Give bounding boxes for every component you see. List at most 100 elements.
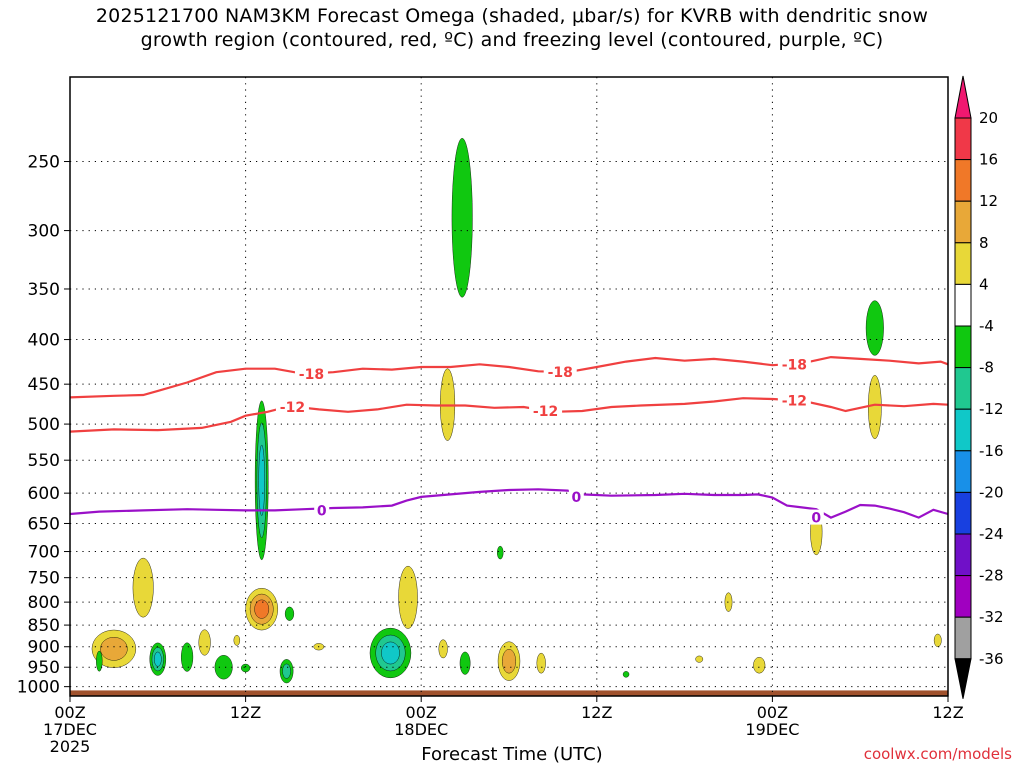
omega-cell <box>451 138 473 298</box>
omega-cell <box>181 642 194 672</box>
omega-cell <box>214 655 233 680</box>
y-tick-label: 400 <box>28 331 60 351</box>
colorbar-swatch <box>954 367 972 410</box>
plot-frame <box>69 76 949 697</box>
colorbar-swatch <box>954 533 972 577</box>
contour-line-group: -12 -12 -12 <box>69 392 949 433</box>
colorbar-swatch <box>954 616 972 660</box>
omega-cell <box>241 663 251 673</box>
omega-cell <box>536 652 546 674</box>
y-tick-label: 300 <box>28 222 60 242</box>
omega-contour-fill <box>622 671 630 678</box>
colorbar-swatch <box>954 242 972 285</box>
omega-contour-fill <box>865 300 884 356</box>
y-tick-label: 700 <box>28 543 60 563</box>
y-tick-label: 550 <box>28 451 60 471</box>
omega-contour-fill <box>241 663 251 673</box>
omega-cell <box>91 629 137 668</box>
y-tick-label: 950 <box>28 658 60 678</box>
omega-cell <box>622 671 630 678</box>
omega-cell <box>497 641 521 681</box>
y-tick-label: 450 <box>28 375 60 395</box>
omega-contour-fill <box>198 629 211 656</box>
contour-label-bg <box>568 488 584 504</box>
contour-label: -12 <box>533 404 558 420</box>
omega-contour-fill <box>536 652 546 674</box>
contour-label-bg <box>808 509 824 525</box>
omega-cell <box>868 375 882 440</box>
omega-contour-fill <box>398 565 418 629</box>
colorbar-label: 8 <box>979 234 989 252</box>
colorbar-label: -8 <box>979 359 994 377</box>
omega-contour-fill <box>284 606 295 621</box>
omega-cell <box>398 565 418 629</box>
y-axis: 2503003504004505005506006507007508008509… <box>17 153 70 698</box>
omega-cell <box>96 650 103 672</box>
omega-shading-layer <box>91 138 942 684</box>
contour-line <box>69 397 949 433</box>
x-axis-title: Forecast Time (UTC) <box>421 744 603 765</box>
y-tick-label: 600 <box>28 484 60 504</box>
omega-contour-fill <box>132 557 154 618</box>
omega-contour-fill <box>233 635 241 646</box>
contour-label-bg <box>529 402 563 418</box>
colorbar-label: -28 <box>979 567 1004 585</box>
terrain-layer <box>70 690 948 696</box>
omega-contour-fill <box>933 633 942 647</box>
omega-cell <box>245 588 278 631</box>
omega-contour-fill <box>282 663 291 679</box>
x-tick-label: 12Z <box>230 703 261 722</box>
contour-label: 0 <box>317 503 327 519</box>
y-tick-label: 500 <box>28 415 60 435</box>
omega-contour-fill <box>502 649 516 674</box>
contour-line <box>69 488 949 519</box>
omega-cell <box>497 545 504 560</box>
omega-contour-fill <box>438 639 448 659</box>
omega-cell <box>724 592 733 612</box>
contour-line-group: -18 -18 -18 <box>69 355 949 399</box>
contour-label: 0 <box>811 511 821 527</box>
colorbar-bottom-arrow <box>954 658 972 699</box>
chart-title: 2025121700 NAM3KM Forecast Omega (shaded… <box>0 4 1024 52</box>
omega-cell <box>233 635 241 646</box>
omega-contour-fill <box>459 651 471 675</box>
contour-label-bg <box>543 364 577 380</box>
y-tick-label: 900 <box>28 638 60 658</box>
x-tick-date: 17DEC <box>43 720 97 739</box>
y-tick-label: 350 <box>28 280 60 300</box>
contour-line <box>69 355 949 399</box>
colorbar-swatch <box>954 159 972 202</box>
colorbar-label: -12 <box>979 400 1004 418</box>
x-tick-label: 00Z <box>406 703 437 722</box>
colorbar-swatch <box>954 200 972 244</box>
terrain-fill <box>70 690 948 696</box>
colorbar-swatch <box>954 408 972 452</box>
x-tick-year: 2025 <box>50 737 91 756</box>
omega-contour-fill <box>868 375 882 440</box>
contour-label: -18 <box>548 365 573 381</box>
x-tick-label: 12Z <box>932 703 963 722</box>
omega-contour-fill <box>181 642 194 672</box>
contour-label: -12 <box>280 400 305 416</box>
omega-cell <box>284 606 295 621</box>
colorbar-swatch <box>954 117 972 161</box>
omega-contour-fill <box>451 138 473 298</box>
omega-contour-fill <box>214 655 233 680</box>
contour-label: -18 <box>782 357 807 373</box>
contour-label: 0 <box>571 490 581 506</box>
colorbar-label: 12 <box>979 192 998 210</box>
omega-contour-fill <box>497 545 504 560</box>
omega-cell <box>459 651 471 675</box>
x-tick-label: 00Z <box>757 703 788 722</box>
omega-contour-fill <box>724 592 733 612</box>
omega-cell <box>279 659 294 684</box>
colorbar-label: -20 <box>979 483 1004 501</box>
colorbar: 20 16 12 8 4 -4 -8 -12 -16 -20 -24 -28 -32 -36 <box>954 75 1004 699</box>
y-tick-label: 750 <box>28 569 60 589</box>
omega-cell <box>132 557 154 618</box>
colorbar-label: 16 <box>979 151 998 169</box>
omega-cell <box>695 655 704 663</box>
omega-contour-fill <box>100 637 128 661</box>
y-tick-label: 650 <box>28 514 60 534</box>
